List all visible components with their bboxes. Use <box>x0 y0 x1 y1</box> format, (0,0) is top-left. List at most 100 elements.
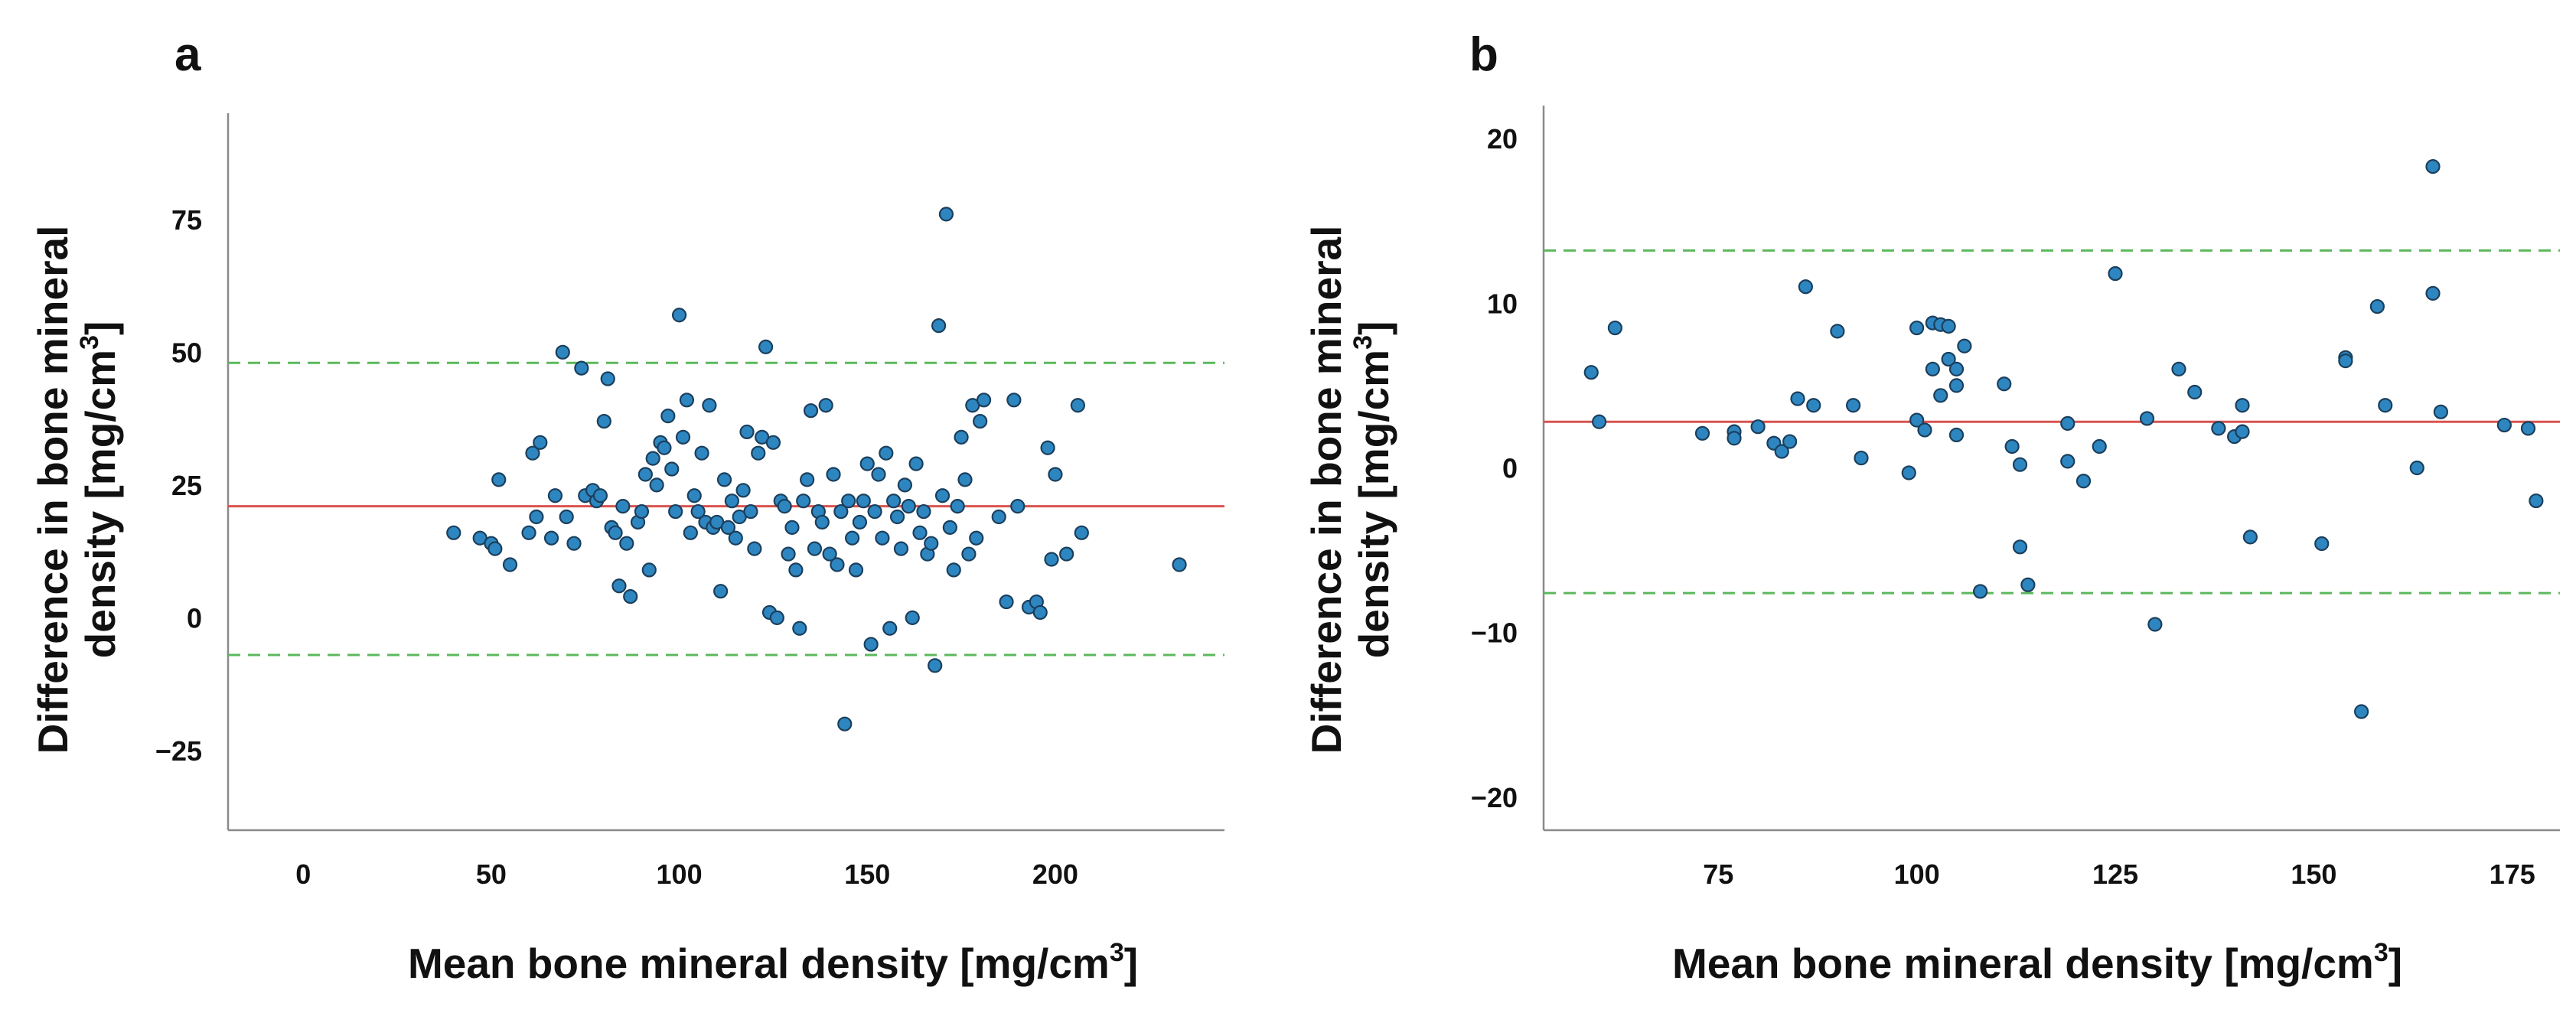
panel-b-data-point <box>1830 324 1845 339</box>
panel-a-data-point <box>690 503 706 520</box>
panel-b-data-point <box>2108 266 2123 282</box>
panel-a-data-point <box>743 503 758 520</box>
panel-a-data-point <box>611 578 627 594</box>
panel-a-x-tick-label: 200 <box>1032 858 1078 890</box>
panel-b-data-point <box>2060 454 2075 469</box>
panel-b-data-point <box>1806 398 1821 413</box>
panel-b-x-tick-label: 100 <box>1894 858 1940 890</box>
panel-a-data-point <box>803 403 819 419</box>
panel-a-y-axis-title-top: Difference in bone mineral <box>29 226 77 754</box>
panel-a-data-point <box>973 413 988 429</box>
panel-a-data-point <box>800 472 815 487</box>
panel-b-y-axis-title-top: Difference in bone mineral <box>1303 226 1350 754</box>
panel-a-data-point <box>784 520 800 535</box>
panel-a-data-point <box>592 488 608 503</box>
panel-a-y-tick-label: 75 <box>171 204 202 236</box>
panel-a-data-point <box>765 435 781 450</box>
panel-b: b −20 −10 0 10 20 75 100 125 150 175 Mean bone m… <box>1469 28 2560 987</box>
panel-a-data-point <box>889 509 905 525</box>
panel-b-data-point <box>2235 424 2250 439</box>
panel-a-data-point <box>852 514 868 530</box>
panel-a-data-point <box>683 525 698 540</box>
panel-b-data-point <box>1909 412 1925 428</box>
panel-a-data-point <box>664 461 680 477</box>
panel-b-data-point <box>1957 338 1972 354</box>
panel-b-data-point <box>1798 279 1813 295</box>
panel-a-data-point <box>931 318 947 334</box>
panel-a-data-point <box>525 445 540 461</box>
panel-a-data-point <box>724 494 739 509</box>
panel-a-data-point <box>1172 557 1187 572</box>
panel-a-data-point <box>954 429 969 445</box>
panel-b-data-point <box>1782 434 1798 449</box>
panel-a-data-point <box>559 509 574 525</box>
panel-a-data-point <box>728 530 743 546</box>
panel-a-data-point <box>856 494 871 509</box>
panel-b-data-point <box>2529 493 2544 509</box>
panel-a-data-point <box>543 530 559 546</box>
panel-a-data-point <box>634 503 650 520</box>
panel-b-data-point <box>1948 378 1965 393</box>
panel-a-data-point <box>848 562 864 578</box>
panel-a-x-axis-title: Mean bone mineral density [mg/cm3] <box>408 938 1138 987</box>
panel-b-x-tick-label: 150 <box>2291 858 2336 890</box>
panel-b-data-point <box>1948 361 1965 376</box>
panel-a-data-point <box>893 541 909 556</box>
panel-a-data-point <box>487 541 503 556</box>
panel-b-data-point <box>2092 438 2107 454</box>
panel-b-data-point <box>1583 365 1599 380</box>
panel-a-letter: a <box>174 28 201 81</box>
panel-a-data-point <box>814 514 830 530</box>
panel-a-data-point <box>529 509 544 525</box>
panel-a-data-point <box>702 398 717 413</box>
panel-a-data-point <box>1040 440 1055 455</box>
panel-a-data-point <box>924 536 939 551</box>
panel-a-data-point <box>751 445 766 461</box>
panel-b-data-point <box>2433 404 2448 419</box>
panel-a-data-point <box>521 525 536 540</box>
panel-a-data-point <box>566 536 582 551</box>
panel-a-data-point <box>822 546 837 562</box>
panel-a-data-point <box>1006 393 1022 408</box>
panel-b-data-point <box>2004 438 2020 454</box>
panel-b-data-point <box>2520 421 2536 436</box>
panel-b-data-point <box>1917 422 1932 438</box>
panel-b-data-point <box>2425 159 2441 174</box>
panel-b-data-point <box>2147 617 2163 632</box>
panel-a-data-point <box>879 445 894 461</box>
panel-a-data-point <box>875 530 890 546</box>
panel-a-data-point <box>675 429 691 445</box>
panel-a-data-point <box>830 557 845 572</box>
panel-a-data-point <box>713 584 729 599</box>
panel-a-data-point <box>969 530 984 546</box>
panel-b-data-point <box>2060 415 2075 431</box>
panel-a-data-point <box>657 440 672 455</box>
panel-a-y-tick-label: 50 <box>171 337 202 368</box>
panel-b-data-point <box>1727 431 1742 446</box>
panel-a-data-point <box>871 467 886 482</box>
panel-a-data-point <box>938 207 954 222</box>
panel-a-data-point <box>912 525 928 540</box>
panel-a-data-point <box>574 360 589 376</box>
panel-b-data-point <box>2012 539 2028 555</box>
panel-b-data-point <box>1846 398 1861 413</box>
panel-a-data-point <box>950 499 965 514</box>
panel-a-data-point <box>739 424 755 440</box>
panel-b-data-point <box>2020 577 2036 592</box>
panel-b-y-tick-label: −10 <box>1471 617 1518 649</box>
panel-a-data-point <box>615 499 631 514</box>
panel-a-data-point <box>660 409 676 424</box>
panel-a-data-point <box>942 520 957 535</box>
panel-b-x-tick-label: 125 <box>2092 858 2138 890</box>
panel-b-data-point <box>1774 444 1789 459</box>
panel-a-data-point <box>882 621 898 636</box>
panel-b-x-axis-title: Mean bone mineral density [mg/cm3] <box>1672 938 2402 987</box>
panel-b-data-point <box>1592 414 1607 429</box>
panel-a-data-point <box>671 308 687 323</box>
panel-b-data-point <box>1973 584 1988 599</box>
panel-a-data-point <box>600 371 615 386</box>
panel-a-data-point <box>807 541 823 556</box>
panel-a-data-point <box>1010 499 1026 514</box>
panel-a-data-point <box>735 483 751 498</box>
panel-a-data-point <box>491 472 507 487</box>
